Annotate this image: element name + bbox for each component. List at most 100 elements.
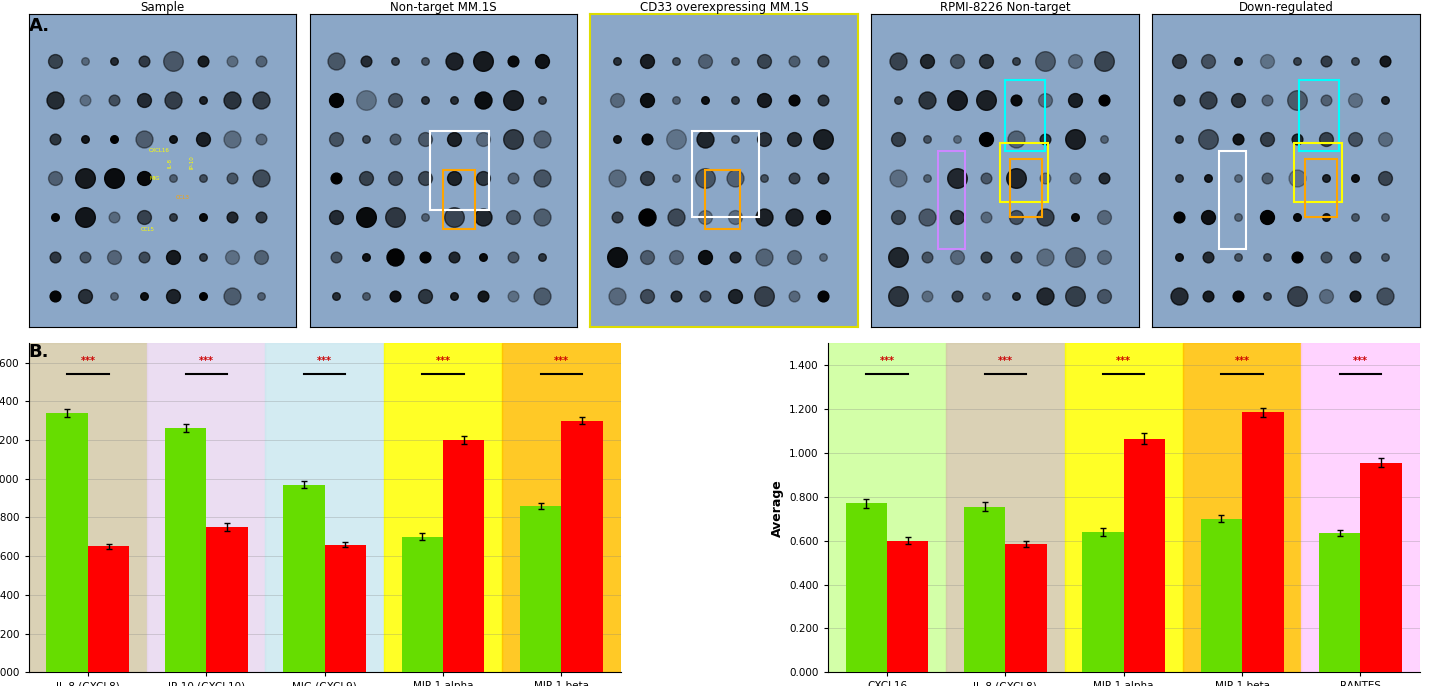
- Point: [44, 251, 67, 262]
- Point: [191, 173, 214, 184]
- Point: [605, 56, 628, 67]
- Point: [886, 95, 909, 106]
- Point: [916, 56, 939, 67]
- Point: [1197, 173, 1220, 184]
- Point: [723, 95, 746, 106]
- Point: [384, 251, 407, 262]
- Point: [975, 173, 998, 184]
- Bar: [29, 343, 148, 672]
- Point: [694, 251, 717, 262]
- Point: [783, 251, 806, 262]
- Point: [635, 212, 658, 223]
- Point: [326, 173, 348, 184]
- Point: [162, 251, 185, 262]
- Text: MIG: MIG: [149, 176, 159, 181]
- Point: [250, 290, 272, 301]
- Point: [605, 251, 628, 262]
- Point: [73, 251, 96, 262]
- Point: [1344, 134, 1367, 145]
- Point: [1226, 290, 1249, 301]
- Bar: [888, 541, 928, 672]
- Point: [1004, 95, 1027, 106]
- Text: B.: B.: [29, 343, 49, 361]
- Point: [531, 251, 554, 262]
- Point: [162, 173, 185, 184]
- Point: [1197, 56, 1220, 67]
- Point: [326, 134, 348, 145]
- Point: [975, 56, 998, 67]
- Point: [44, 290, 67, 301]
- Point: [1374, 95, 1397, 106]
- Point: [250, 251, 272, 262]
- Bar: [384, 343, 502, 672]
- Point: [694, 56, 717, 67]
- Bar: [430, 131, 489, 210]
- Point: [531, 212, 554, 223]
- Point: [753, 251, 776, 262]
- Point: [531, 56, 554, 67]
- Point: [472, 212, 495, 223]
- Point: [531, 173, 554, 184]
- Point: [783, 290, 806, 301]
- Point: [1034, 173, 1057, 184]
- Point: [384, 212, 407, 223]
- Point: [1285, 134, 1308, 145]
- Point: [162, 56, 185, 67]
- Point: [1093, 251, 1116, 262]
- Point: [413, 134, 436, 145]
- Point: [250, 95, 272, 106]
- Point: [1285, 290, 1308, 301]
- Point: [191, 251, 214, 262]
- Point: [73, 290, 96, 301]
- Point: [472, 173, 495, 184]
- Point: [443, 173, 466, 184]
- Title: RPMI-8226 Non-target: RPMI-8226 Non-target: [939, 1, 1070, 14]
- Point: [326, 290, 348, 301]
- Bar: [946, 343, 1064, 672]
- Point: [1197, 212, 1220, 223]
- Point: [132, 290, 155, 301]
- Point: [1093, 134, 1116, 145]
- Title: Non-target MM.1S: Non-target MM.1S: [390, 1, 496, 14]
- Bar: [46, 413, 87, 672]
- Bar: [443, 170, 476, 229]
- Bar: [443, 440, 485, 672]
- Point: [886, 134, 909, 145]
- Point: [103, 134, 126, 145]
- Point: [1285, 95, 1308, 106]
- Point: [753, 290, 776, 301]
- Point: [326, 95, 348, 106]
- Point: [354, 290, 377, 301]
- Point: [413, 251, 436, 262]
- Point: [1034, 56, 1057, 67]
- Point: [326, 212, 348, 223]
- Bar: [1293, 143, 1342, 202]
- Point: [753, 173, 776, 184]
- Point: [531, 95, 554, 106]
- Point: [221, 56, 244, 67]
- Point: [1167, 173, 1190, 184]
- Point: [1315, 290, 1338, 301]
- Title: Sample: Sample: [141, 1, 185, 14]
- Point: [413, 56, 436, 67]
- Point: [945, 173, 968, 184]
- Point: [1063, 95, 1086, 106]
- Point: [73, 95, 96, 106]
- Text: ***: ***: [199, 356, 214, 366]
- Point: [975, 95, 998, 106]
- Point: [1256, 173, 1279, 184]
- Point: [723, 290, 746, 301]
- Text: ***: ***: [1352, 356, 1368, 366]
- Point: [384, 134, 407, 145]
- Point: [1256, 212, 1279, 223]
- Point: [1167, 56, 1190, 67]
- Point: [1063, 134, 1086, 145]
- Point: [531, 290, 554, 301]
- Point: [1256, 56, 1279, 67]
- Point: [1315, 134, 1338, 145]
- Bar: [1299, 80, 1339, 151]
- Point: [73, 173, 96, 184]
- Point: [694, 173, 717, 184]
- Point: [132, 173, 155, 184]
- Point: [1226, 56, 1249, 67]
